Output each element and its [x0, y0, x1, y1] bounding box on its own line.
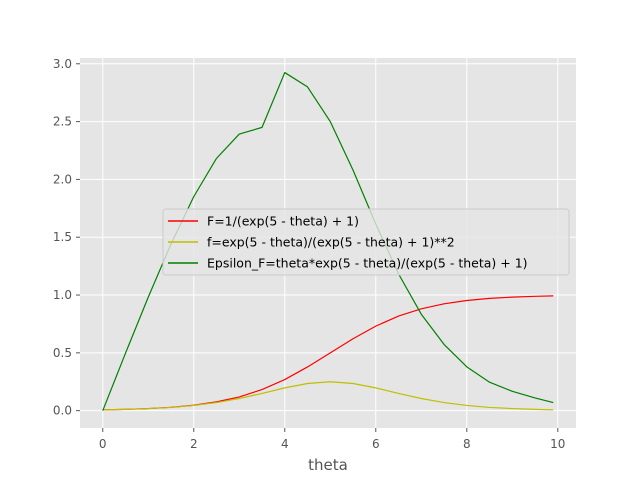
legend: F=1/(exp(5 - theta) + 1) f=exp(5 - theta)…: [162, 208, 570, 276]
series-line-2: [102, 381, 554, 411]
x-axis-ticks: 0 2 4 6 8 10: [99, 428, 565, 451]
legend-box: [162, 208, 570, 276]
y-tick-label: 1.5: [53, 230, 72, 244]
x-axis-label: theta: [308, 456, 348, 474]
x-tick-label: 2: [190, 437, 198, 451]
y-axis-ticks: 0.0 0.5 1.0 1.5 2.0 2.5 3.0: [53, 57, 80, 418]
y-tick-label: 3.0: [53, 57, 72, 71]
x-tick-label: 6: [372, 437, 380, 451]
legend-entry: f=exp(5 - theta)/(exp(5 - theta) + 1)**2: [207, 235, 455, 250]
y-tick-label: 2.0: [53, 172, 72, 186]
y-tick-label: 0.5: [53, 346, 72, 360]
legend-entry: Epsilon_F=theta*exp(5 - theta)/(exp(5 - …: [207, 256, 528, 271]
y-tick-label: 1.0: [53, 288, 72, 302]
x-tick-label: 0: [99, 437, 107, 451]
x-tick-label: 4: [281, 437, 289, 451]
x-tick-label: 10: [550, 437, 565, 451]
legend-entry: F=1/(exp(5 - theta) + 1): [207, 214, 359, 229]
x-tick-label: 8: [463, 437, 471, 451]
y-tick-label: 2.5: [53, 115, 72, 129]
y-tick-label: 0.0: [53, 404, 72, 418]
